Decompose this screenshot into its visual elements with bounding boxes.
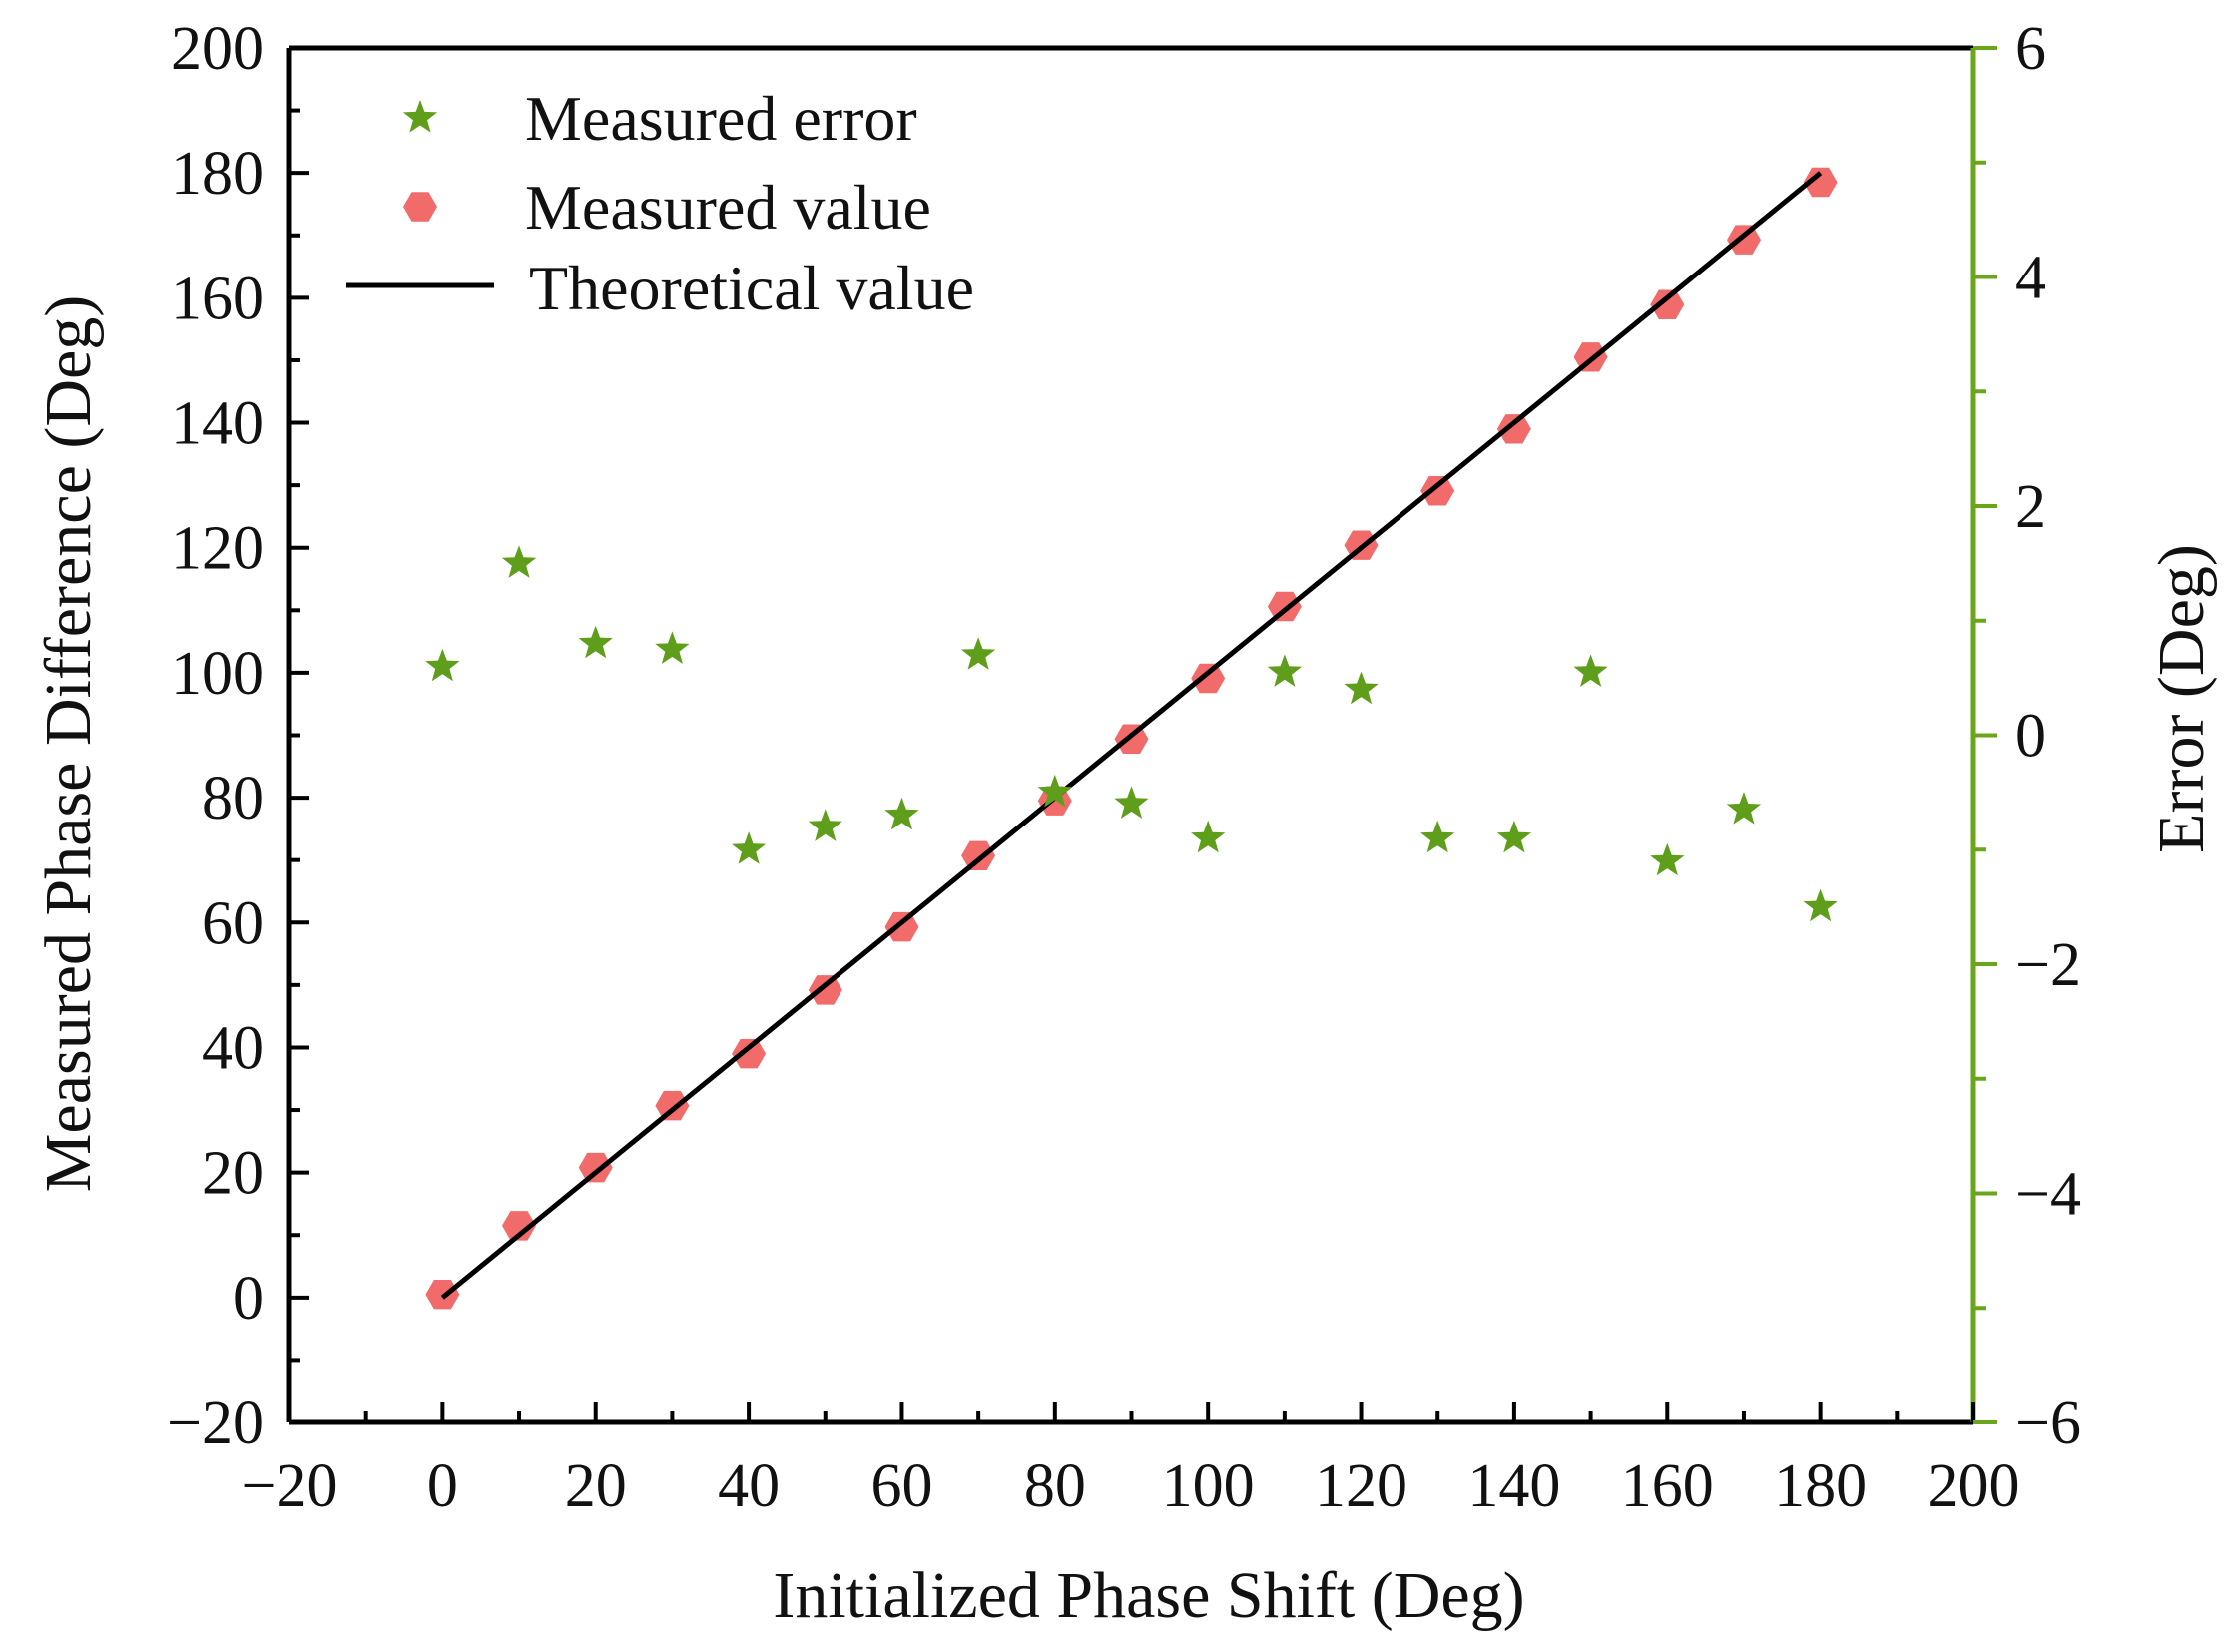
measured-error-point (1803, 888, 1838, 922)
measured-value-point (655, 1090, 690, 1121)
legend-star-icon (402, 100, 438, 133)
y2-tick-label: −2 (2015, 931, 2081, 999)
measured-error-point (1037, 774, 1072, 808)
measured-value-point (1420, 476, 1455, 506)
y-axis-right: −6 −4 −2 0 2 4 6 (1973, 15, 2081, 1457)
measured-error-point (425, 648, 460, 682)
y-tick-label: 20 (202, 1140, 264, 1208)
measured-value-point (1496, 414, 1531, 444)
y-tick-label: 40 (202, 1014, 264, 1082)
measured-value-point (502, 1211, 536, 1241)
measured-value-point (1114, 724, 1149, 754)
measured-error-point (732, 831, 767, 864)
plot-series (425, 167, 1838, 1310)
measured-error-point (1726, 792, 1762, 825)
measured-error-point (1573, 654, 1608, 687)
measured-value-point (884, 911, 919, 942)
measured-value-point (1191, 663, 1226, 694)
y2-tick-label: −6 (2015, 1389, 2081, 1457)
x-tick-label: 0 (427, 1452, 458, 1520)
y2-tick-label: 4 (2015, 245, 2046, 312)
measured-value-point (808, 975, 842, 1005)
theoretical-value-line (440, 171, 1823, 1300)
y2-tick-label: 0 (2015, 703, 2046, 771)
x-tick-label: 160 (1621, 1452, 1714, 1520)
measured-error-point (884, 797, 919, 830)
measured-error-point (1191, 820, 1226, 853)
measured-error-point (1267, 654, 1302, 687)
measured-value-point (578, 1152, 613, 1183)
x-tick-label: 60 (870, 1452, 932, 1520)
measured-error-point (961, 637, 996, 670)
y2-tick-label: 2 (2015, 473, 2046, 541)
x-tick-label: 20 (565, 1452, 627, 1520)
y-tick-label: 120 (171, 515, 264, 583)
y-tick-label: 160 (171, 265, 264, 332)
x-tick-label: 180 (1774, 1452, 1867, 1520)
x-axis: −20 0 20 40 60 80 100 120 140 160 180 200 (242, 1402, 2020, 1520)
legend-label-measured: Measured value (525, 172, 931, 243)
measured-error-point (655, 631, 690, 664)
measured-value-point (961, 840, 996, 870)
y-tick-label: 180 (171, 140, 264, 208)
y-tick-label: 80 (202, 765, 264, 832)
x-tick-label: −20 (242, 1452, 338, 1520)
x-tick-label: 40 (718, 1452, 780, 1520)
y2-tick-label: 6 (2015, 15, 2046, 83)
measured-value-point (1727, 225, 1761, 255)
y2-tick-label: −4 (2015, 1161, 2081, 1229)
measured-error-point (578, 625, 613, 659)
measured-error-point (1650, 842, 1685, 876)
measured-error-point (1420, 820, 1455, 853)
measured-value-point (732, 1039, 767, 1069)
x-tick-label: 140 (1467, 1452, 1560, 1520)
legend-hexagon-icon (403, 192, 437, 222)
y-axis-left: −20 0 20 40 60 80 100 120 140 160 180 200 (167, 15, 309, 1457)
measured-error-point (1496, 820, 1531, 853)
measured-value-point (1650, 289, 1685, 319)
measured-error-point (501, 545, 537, 578)
measured-value-point (1803, 167, 1838, 198)
y-tick-label: 60 (202, 889, 264, 957)
y-tick-label: 100 (171, 640, 264, 708)
y-tick-label: 140 (171, 390, 264, 458)
y-tick-label: 200 (171, 15, 264, 83)
legend-label-theoretical: Theoretical value (529, 253, 974, 323)
y-tick-label: 0 (233, 1265, 264, 1333)
x-tick-label: 200 (1928, 1452, 2020, 1520)
measured-error-point (1114, 786, 1149, 819)
legend: Measured error Measured value Theoretical … (346, 83, 974, 323)
x-tick-label: 100 (1162, 1452, 1255, 1520)
legend-label-error: Measured error (525, 83, 917, 154)
x-tick-label: 80 (1024, 1452, 1086, 1520)
x-tick-label: 120 (1315, 1452, 1407, 1520)
measured-error-point (808, 809, 842, 841)
y-tick-label: −20 (167, 1389, 264, 1457)
measured-error-point (1344, 671, 1379, 705)
measured-value-point (1267, 591, 1302, 622)
y-axis-title: Measured Phase Difference (Deg) (32, 295, 105, 1193)
y2-axis-title: Error (Deg) (2145, 544, 2218, 853)
x-axis-title: Initialized Phase Shift (Deg) (773, 1559, 1524, 1632)
